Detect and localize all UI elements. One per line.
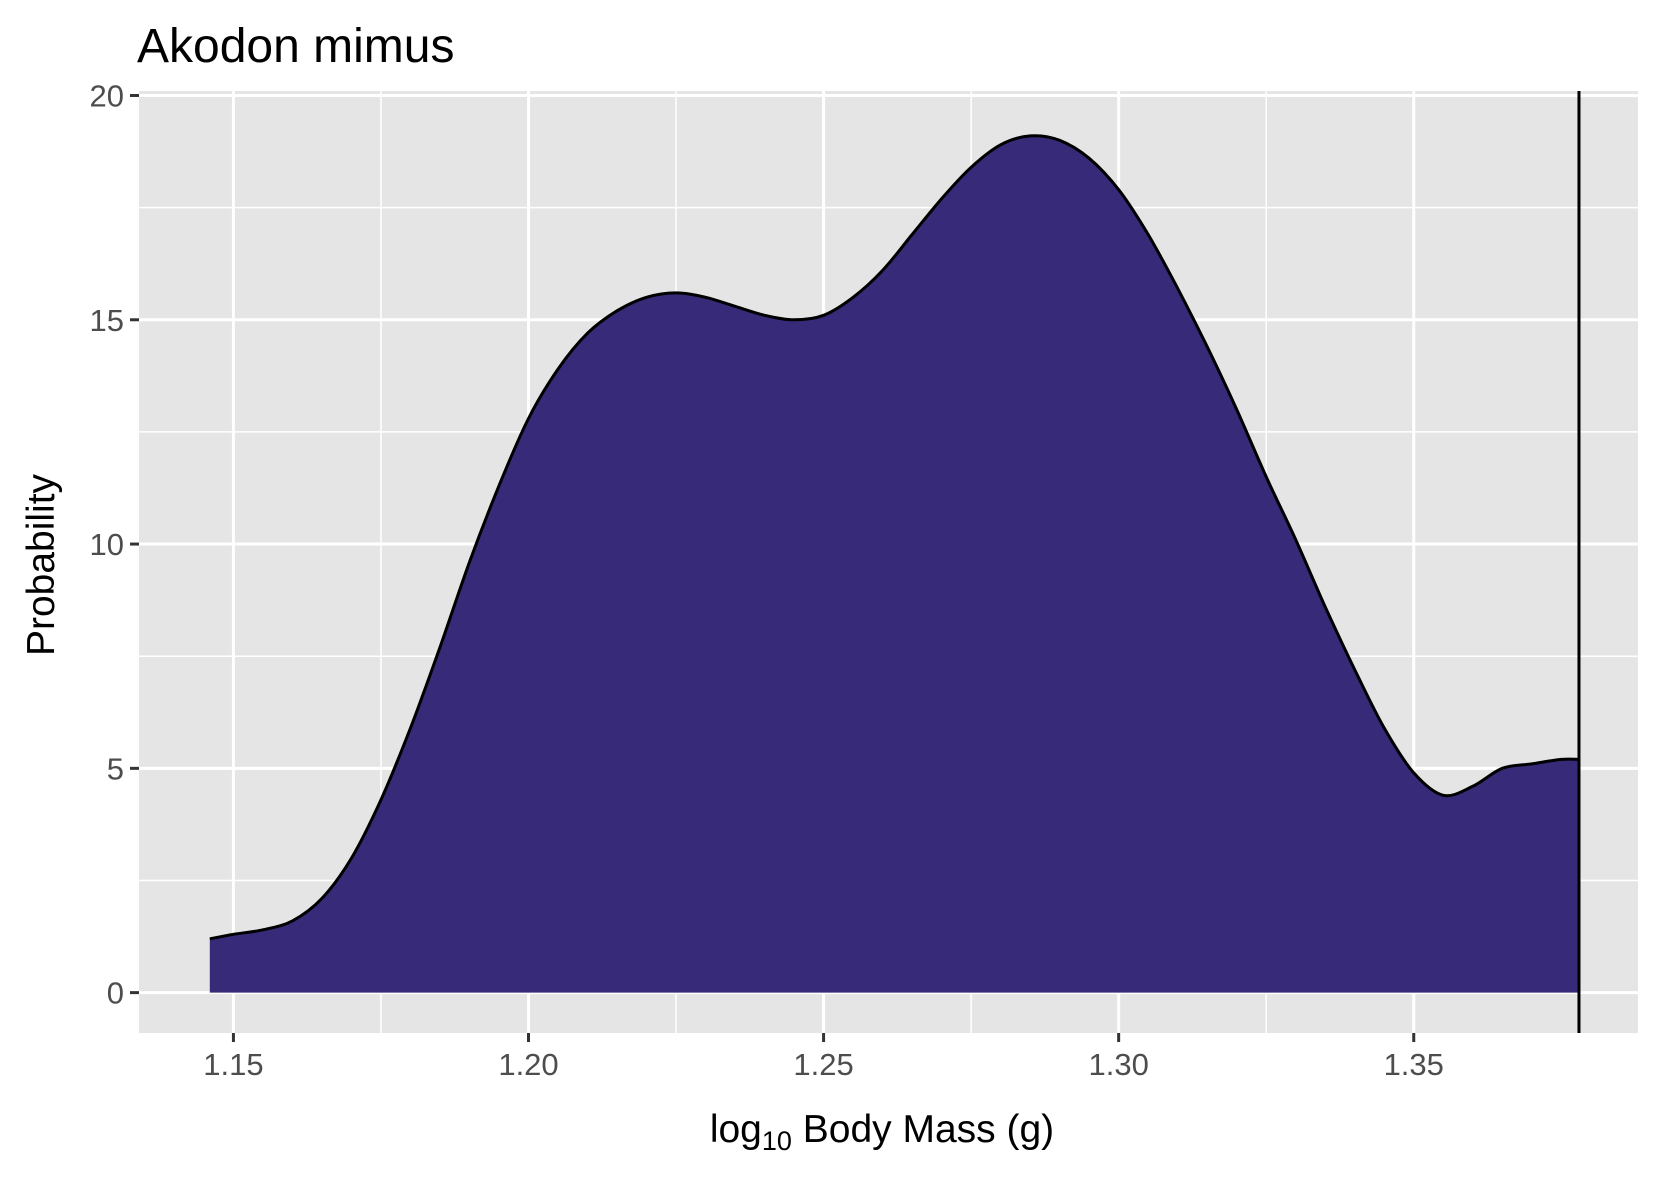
density-curve	[209, 134, 1580, 941]
x-axis-label-subscript: 10	[762, 1126, 792, 1156]
x-tick-label: 1.15	[203, 1047, 263, 1082]
y-tick-label: 10	[90, 527, 124, 562]
x-axis-label-prefix: log	[710, 1108, 762, 1151]
x-tick-label: 1.20	[498, 1047, 558, 1082]
x-tick-label: 1.30	[1088, 1047, 1148, 1082]
x-tick-label: 1.35	[1384, 1047, 1444, 1082]
x-axis-label: log10 Body Mass (g)	[710, 1108, 1054, 1156]
x-tick-label: 1.25	[793, 1047, 853, 1082]
x-axis: 1.15 1.20 1.25 1.30 1.35	[203, 1033, 1444, 1082]
chart-title: Akodon mimus	[137, 20, 454, 73]
y-axis: 0 5 10 15 20	[90, 78, 139, 1011]
x-axis-label-suffix: Body Mass (g)	[792, 1108, 1054, 1151]
y-axis-label: Probability	[20, 473, 63, 656]
y-tick-label: 15	[90, 303, 124, 338]
plot-panel	[139, 91, 1638, 1033]
y-tick-label: 20	[90, 78, 124, 113]
y-tick-label: 0	[107, 976, 124, 1011]
density-area	[209, 135, 1579, 993]
y-tick-label: 5	[107, 751, 124, 786]
